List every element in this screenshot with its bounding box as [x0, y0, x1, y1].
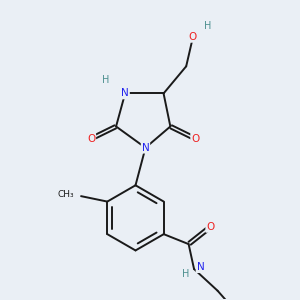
Text: O: O — [191, 134, 200, 144]
Text: N: N — [142, 143, 149, 153]
Text: N: N — [121, 88, 129, 98]
Text: H: H — [204, 21, 211, 31]
Text: N: N — [196, 262, 204, 272]
Text: O: O — [189, 32, 197, 42]
Text: CH₃: CH₃ — [57, 190, 74, 199]
Text: O: O — [206, 222, 214, 232]
Text: H: H — [182, 268, 190, 278]
Text: O: O — [87, 134, 95, 144]
Text: H: H — [102, 75, 109, 85]
